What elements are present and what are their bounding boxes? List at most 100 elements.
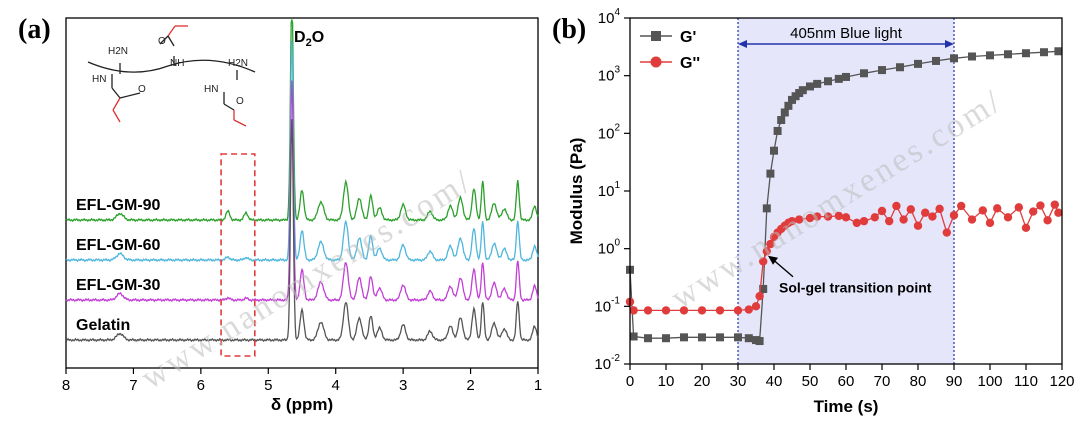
x-axis-title-b: Time (s) bbox=[814, 397, 879, 416]
data-point-g-prime bbox=[770, 146, 778, 155]
data-point-g-prime bbox=[878, 66, 886, 75]
band-arrowhead-right bbox=[945, 40, 954, 48]
data-point-g-prime bbox=[744, 334, 753, 343]
data-point-g-prime bbox=[1004, 50, 1012, 59]
data-point-g-double-prime bbox=[1043, 216, 1052, 225]
data-point-g-prime bbox=[824, 77, 832, 86]
x-tick-label: 10 bbox=[658, 373, 675, 390]
data-point-g-prime bbox=[780, 108, 789, 117]
data-point-g-prime bbox=[950, 54, 958, 63]
rheology-panel: (b) 405nm Blue light 0 10 20 30 40 50 60 70 80 90… bbox=[552, 7, 1075, 416]
data-point-g-double-prime bbox=[906, 205, 915, 214]
y-tick-label: 103 bbox=[598, 65, 621, 85]
transition-arrow bbox=[771, 258, 794, 278]
data-point-g-double-prime bbox=[859, 216, 869, 226]
data-point-g-prime bbox=[716, 333, 724, 342]
data-point-g-double-prime bbox=[913, 221, 923, 230]
data-point-g-prime bbox=[806, 82, 814, 91]
x-tick-label: 60 bbox=[838, 373, 855, 390]
x-tick-label: 80 bbox=[910, 373, 927, 390]
data-point-g-double-prime bbox=[813, 212, 822, 221]
vinyl-bond bbox=[233, 119, 247, 127]
x-tick-label: 1 bbox=[534, 377, 542, 394]
data-point-g-double-prime bbox=[766, 239, 775, 249]
data-point-g-prime bbox=[1054, 47, 1063, 56]
x-axis-title-a: δ (ppm) bbox=[271, 395, 333, 414]
y-tick-label: 102 bbox=[598, 122, 621, 142]
x-tick-label: 20 bbox=[694, 373, 711, 390]
data-point-g-double-prime bbox=[877, 206, 887, 216]
panel-a-label: (a) bbox=[18, 14, 51, 45]
x-tick-label: 50 bbox=[802, 373, 819, 390]
plot-frame-a bbox=[65, 17, 539, 369]
data-point-g-double-prime bbox=[805, 213, 815, 223]
data-point-g-double-prime bbox=[985, 218, 995, 228]
data-point-g-prime bbox=[860, 69, 868, 78]
data-point-g-prime bbox=[834, 74, 843, 83]
legend-label-g-prime: G' bbox=[680, 29, 696, 46]
polymer-backbone bbox=[87, 59, 256, 73]
data-point-g-prime bbox=[762, 204, 771, 213]
structure-label: NH bbox=[170, 58, 184, 69]
data-point-g-double-prime bbox=[751, 302, 761, 311]
spectrum-efl-gm-30 bbox=[65, 80, 539, 303]
y-tick-label: 104 bbox=[598, 7, 621, 27]
data-point-g-double-prime bbox=[1029, 207, 1038, 216]
data-point-g-double-prime bbox=[993, 204, 1002, 213]
x-tick-label: 0 bbox=[626, 373, 634, 390]
nmr-spectra-panel: (a) H2N O NH H2N HN O HN bbox=[18, 14, 542, 414]
data-point-g-prime bbox=[986, 51, 994, 60]
data-point-g-double-prime bbox=[967, 215, 977, 224]
data-point-g-double-prime bbox=[1054, 208, 1063, 217]
bond bbox=[223, 103, 235, 111]
vinyl-bond bbox=[167, 25, 176, 37]
chemical-structure: H2N O NH H2N HN O HN O bbox=[87, 25, 256, 127]
data-point-g-prime bbox=[777, 116, 786, 125]
data-point-g-double-prime bbox=[921, 208, 930, 217]
data-point-g-prime bbox=[1022, 49, 1030, 58]
data-point-g-prime bbox=[798, 86, 807, 95]
y-ticks-b: 10-2 10-1 100 101 102 103 104 bbox=[594, 7, 630, 373]
data-point-g-double-prime bbox=[762, 247, 771, 256]
data-point-g-double-prime bbox=[885, 216, 894, 226]
y-tick-label: 10-1 bbox=[594, 295, 620, 315]
data-point-g-prime bbox=[1040, 48, 1048, 57]
data-point-g-prime bbox=[773, 126, 782, 135]
data-point-g-prime bbox=[734, 333, 742, 342]
data-point-g-double-prime bbox=[870, 213, 879, 222]
vinyl-bond bbox=[112, 109, 121, 123]
band-arrowhead-left bbox=[738, 40, 747, 48]
structure-label: H2N bbox=[228, 58, 248, 69]
structure-label: O bbox=[138, 84, 146, 95]
series-label: Gelatin bbox=[76, 317, 130, 334]
illumination-label: 405nm Blue light bbox=[790, 25, 903, 42]
data-point-g-prime bbox=[968, 52, 976, 61]
x-ticks-a: 8 7 6 5 4 3 2 1 bbox=[62, 368, 542, 394]
data-point-g-double-prime bbox=[755, 291, 764, 301]
data-point-g-prime bbox=[842, 72, 850, 81]
legend: G' G'' bbox=[640, 29, 700, 72]
modulus-series bbox=[625, 47, 1063, 346]
spectrum-gelatin bbox=[65, 119, 539, 343]
x-tick-label: 40 bbox=[766, 373, 783, 390]
x-ticks-b: 0 10 20 30 40 50 60 70 80 90 100 110 120 bbox=[626, 364, 1075, 390]
structure-label: HN bbox=[204, 84, 218, 95]
structure-label: H2N bbox=[108, 46, 128, 57]
y-tick-label: 100 bbox=[598, 238, 621, 258]
data-point-g-prime bbox=[755, 337, 764, 346]
bond bbox=[111, 87, 121, 99]
data-point-g-double-prime bbox=[1014, 203, 1023, 212]
data-point-g-prime bbox=[662, 334, 670, 343]
data-point-g-double-prime bbox=[957, 201, 966, 211]
data-point-g-prime bbox=[784, 101, 793, 110]
transition-label: Sol-gel transition point bbox=[779, 280, 932, 296]
structure-label: HN bbox=[92, 74, 106, 85]
data-point-g-double-prime bbox=[928, 212, 937, 221]
x-tick-label: 7 bbox=[129, 377, 137, 394]
data-point-g-double-prime bbox=[787, 216, 797, 226]
bond bbox=[167, 35, 175, 47]
spectrum-efl-gm-90 bbox=[65, 17, 539, 223]
series-labels-a: EFL-GM-90 EFL-GM-60 EFL-GM-30 Gelatin bbox=[76, 197, 161, 334]
x-tick-label: 3 bbox=[399, 377, 407, 394]
